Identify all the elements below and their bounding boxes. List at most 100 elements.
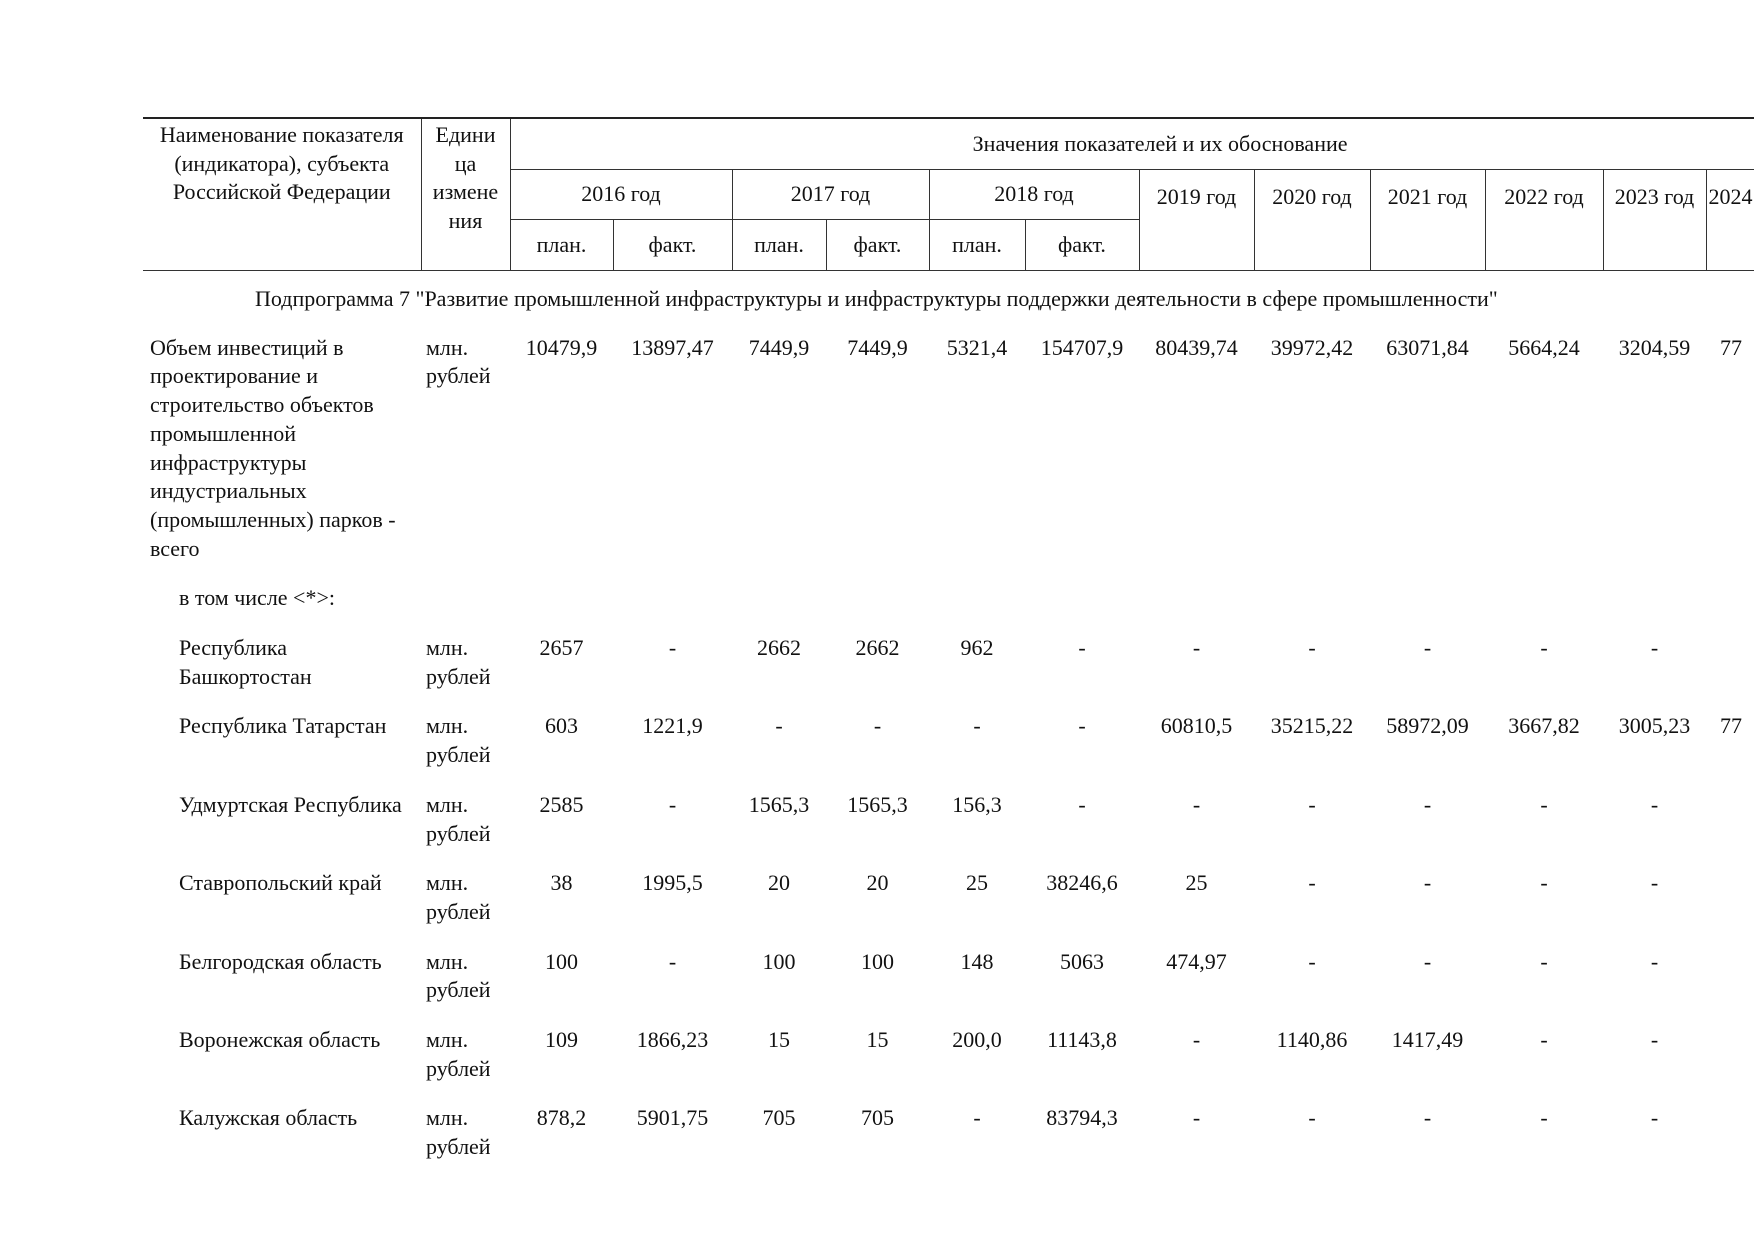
- value-cell: 2662: [757, 635, 801, 661]
- header-year-2016: 2016 год: [509, 169, 733, 220]
- value-cell: 474,97: [1166, 948, 1227, 974]
- value-cell: 83794,3: [1046, 1105, 1118, 1131]
- value-cell: 603: [545, 713, 578, 739]
- unit: млн. рублей: [426, 635, 491, 689]
- value-cell: -: [1540, 791, 1548, 817]
- value-cell: -: [1308, 1105, 1316, 1131]
- value-cell: -: [1423, 635, 1432, 661]
- value-cell: 77: [1720, 334, 1742, 360]
- unit: млн. рублей: [426, 1105, 491, 1160]
- value-cell: 1417,49: [1391, 1027, 1464, 1053]
- value-cell: 25: [1185, 870, 1208, 896]
- indicator-name: Республика Татарстан: [179, 713, 387, 739]
- value-cell: 10479,9: [525, 334, 598, 360]
- header-unit: Едини ца измене ния: [420, 117, 511, 271]
- header-plan-2017: план.: [731, 219, 827, 271]
- value-cell: -: [1308, 791, 1316, 817]
- header-year-2021: 2021 год: [1369, 169, 1486, 271]
- unit: млн. рублей: [426, 948, 491, 1003]
- value-cell: [1706, 858, 1754, 936]
- value-cell: 148: [960, 948, 994, 974]
- value-cell: -: [1078, 713, 1086, 739]
- header-year-2017: 2017 год: [731, 169, 930, 220]
- value-cell: 154707,9: [1040, 334, 1124, 360]
- indicator-name: Белгородская область: [179, 948, 382, 974]
- value-cell: -: [1540, 870, 1548, 896]
- value-cell: -: [1308, 870, 1316, 896]
- header-fact-2016: факт.: [612, 219, 733, 271]
- value-cell: 38246,6: [1046, 870, 1118, 896]
- unit: млн. рублей: [426, 334, 491, 389]
- value-cell: 80439,74: [1155, 334, 1238, 360]
- value-cell: 3667,82: [1508, 713, 1580, 739]
- value-cell: 705: [861, 1105, 894, 1131]
- table-row: Удмуртская Республика млн. рублей 2585 - 156…: [143, 780, 1754, 858]
- value-cell: 109: [545, 1027, 578, 1053]
- value-cell: 962: [960, 635, 994, 661]
- value-cell: 20: [768, 870, 790, 896]
- value-cell: -: [1650, 635, 1659, 661]
- value-cell: 100: [545, 948, 578, 974]
- value-cell: 35215,22: [1270, 713, 1354, 739]
- value-cell: 63071,84: [1386, 334, 1469, 360]
- header-year-2023: 2023 год: [1602, 169, 1707, 271]
- value-cell: -: [1423, 870, 1432, 896]
- unit: млн. рублей: [426, 1027, 491, 1081]
- value-cell: -: [1192, 791, 1201, 817]
- indicators-table: Наименование показателя (индикатора), су…: [143, 117, 1754, 1172]
- header-plan-2018: план.: [928, 219, 1026, 271]
- value-cell: -: [1078, 791, 1086, 817]
- value-cell: -: [775, 713, 783, 739]
- value-cell: 58972,09: [1386, 713, 1469, 739]
- value-cell: 77: [1720, 713, 1742, 739]
- table-row: в том числе <*>:: [143, 573, 1754, 623]
- value-cell: -: [1540, 948, 1548, 974]
- value-cell: -: [1650, 1027, 1659, 1053]
- value-cell: 1995,5: [642, 870, 703, 896]
- value-cell: -: [668, 635, 677, 661]
- unit: млн. рублей: [426, 870, 491, 924]
- value-cell: -: [1540, 1105, 1548, 1131]
- value-cell: -: [1192, 1027, 1201, 1053]
- table-row: Объем инвестиций в проектирование и стро…: [143, 323, 1754, 574]
- value-cell: 38: [550, 870, 573, 896]
- value-cell: 7449,9: [748, 334, 810, 360]
- table-row: Республика Татарстан млн. рублей 603 1221,9…: [143, 701, 1754, 779]
- header-year-2019: 2019 год: [1138, 169, 1255, 271]
- value-cell: -: [973, 713, 981, 739]
- value-cell: 1221,9: [642, 713, 703, 739]
- value-cell: -: [668, 791, 677, 817]
- header-year-2020: 2020 год: [1253, 169, 1371, 271]
- unit: млн. рублей: [426, 713, 491, 768]
- value-cell: 5321,4: [946, 334, 1008, 360]
- subprogram-title: Подпрограмма 7 "Развитие промышленной ин…: [255, 286, 1498, 311]
- indicator-name: Республика Башкортостан: [179, 635, 312, 689]
- indicator-name: Объем инвестиций в проектирование и стро…: [150, 334, 396, 561]
- value-cell: 20: [866, 870, 889, 896]
- value-cell: 39972,42: [1270, 334, 1354, 360]
- value-cell: 2657: [539, 635, 584, 661]
- value-cell: -: [668, 948, 677, 974]
- table-row: Калужская область млн. рублей 878,2 5901,75…: [143, 1093, 1754, 1171]
- value-cell: [1706, 780, 1754, 858]
- value-cell: 878,2: [536, 1105, 587, 1131]
- value-cell: -: [1423, 791, 1432, 817]
- value-cell: 1866,23: [636, 1027, 709, 1053]
- value-cell: -: [873, 713, 882, 739]
- unit: млн. рублей: [426, 791, 491, 846]
- value-cell: 13897,47: [631, 334, 714, 360]
- header-plan-2016: план.: [509, 219, 614, 271]
- header-fact-2018: факт.: [1024, 219, 1140, 271]
- value-cell: -: [1192, 635, 1201, 661]
- value-cell: -: [1650, 870, 1659, 896]
- header-year-2022: 2022 год: [1484, 169, 1604, 271]
- value-cell: 200,0: [952, 1027, 1002, 1053]
- value-cell: [1706, 937, 1754, 1015]
- header-indicator-name: Наименование показателя (индикатора), су…: [143, 117, 422, 271]
- value-cell: -: [1078, 635, 1086, 661]
- value-cell: 5901,75: [636, 1105, 709, 1131]
- value-cell: 11143,8: [1047, 1027, 1117, 1053]
- value-cell: -: [1650, 948, 1659, 974]
- value-cell: -: [1540, 635, 1548, 661]
- value-cell: -: [1423, 948, 1432, 974]
